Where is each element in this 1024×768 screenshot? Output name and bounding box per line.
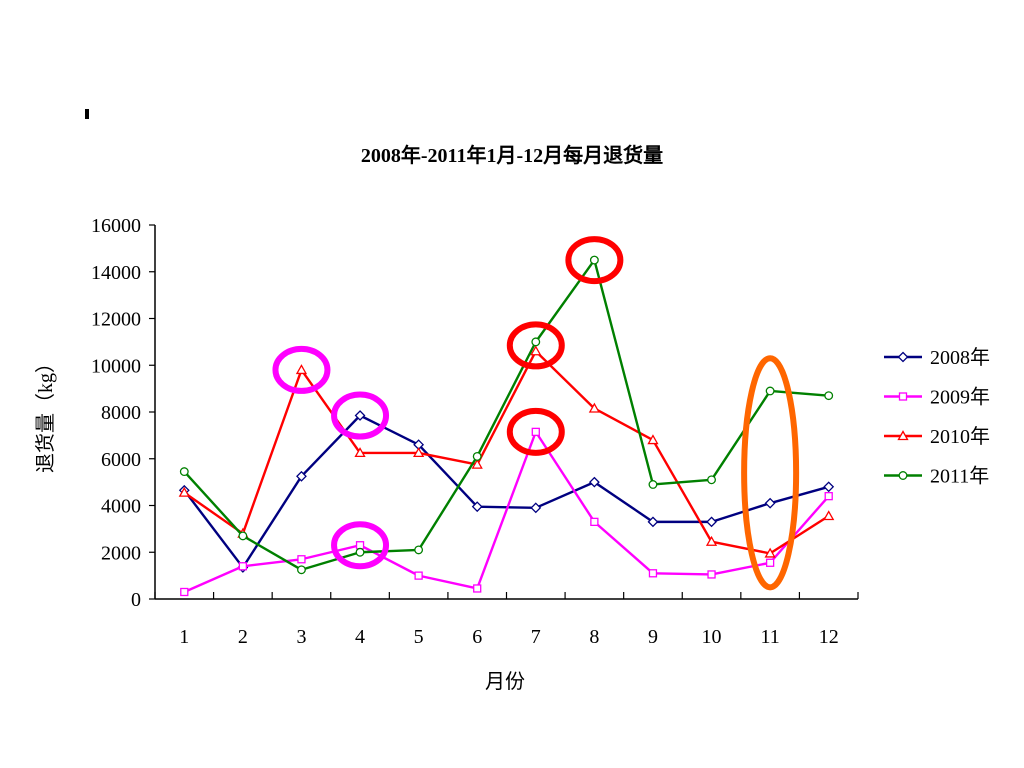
- data-point-2008: [354, 410, 366, 421]
- data-point-2010: [178, 486, 190, 497]
- data-point-2009: [355, 541, 365, 550]
- data-point-2010: [295, 364, 308, 375]
- data-point-2009: [590, 517, 599, 527]
- highlight-circle: [331, 521, 390, 570]
- data-point-2008: [588, 476, 600, 488]
- data-point-2009: [297, 555, 306, 564]
- data-point-2011: [707, 475, 716, 485]
- x-tick-label: 12: [819, 626, 839, 648]
- legend: 2008年 2009年 2010年 2011年: [884, 346, 990, 488]
- legend-marker: [897, 430, 909, 441]
- series-2011: [179, 255, 834, 575]
- legend-label: 2008年: [930, 346, 990, 369]
- x-tick-label: 1: [179, 626, 189, 648]
- data-point-2008: [530, 502, 542, 514]
- x-tick-label: 11: [760, 626, 779, 648]
- page-mark: [85, 109, 89, 119]
- x-tick-label: 8: [589, 626, 599, 648]
- highlight-circle: [506, 407, 565, 456]
- legend-item-2008: 2008年: [884, 346, 990, 369]
- y-tick-label: 10000: [91, 355, 141, 377]
- y-tick-label: 2000: [101, 542, 141, 564]
- legend-item-2010: 2010年: [884, 425, 990, 448]
- highlight-circle: [506, 321, 565, 370]
- legend-marker: [897, 351, 909, 363]
- data-point-2011: [531, 337, 541, 347]
- data-point-2011: [589, 255, 599, 265]
- legend-marker: [898, 392, 908, 401]
- x-tick-label: 6: [472, 626, 482, 648]
- series-2010: [178, 345, 835, 558]
- data-point-2008: [764, 497, 776, 509]
- data-point-2009: [473, 584, 482, 593]
- x-tick-label: 10: [702, 626, 722, 648]
- x-tick-label: 7: [531, 626, 541, 648]
- data-point-2011: [355, 547, 365, 557]
- data-point-2010: [354, 447, 366, 458]
- data-point-2011: [179, 467, 189, 477]
- data-point-2009: [824, 491, 833, 501]
- data-point-2010: [413, 447, 425, 458]
- y-tick-label: 6000: [101, 449, 141, 471]
- data-point-2009: [414, 571, 423, 580]
- data-point-2009: [180, 587, 189, 597]
- data-point-2009: [765, 558, 775, 567]
- data-point-2011: [765, 386, 775, 396]
- highlight-circle: [272, 345, 331, 394]
- data-point-2009: [531, 427, 540, 437]
- legend-label: 2011年: [930, 465, 989, 488]
- data-point-2008: [706, 516, 717, 528]
- x-axis-label: 月份: [485, 670, 525, 693]
- data-point-2009: [648, 569, 658, 578]
- data-point-2010: [823, 510, 835, 521]
- highlight-circle: [565, 236, 624, 285]
- y-tick-label: 8000: [101, 402, 141, 424]
- legend-marker: [898, 471, 908, 480]
- data-point-2008: [296, 470, 307, 482]
- y-tick-label: 16000: [91, 215, 141, 237]
- legend-item-2009: 2009年: [884, 386, 990, 409]
- data-point-2008: [471, 501, 483, 513]
- y-tick-label: 14000: [91, 262, 141, 284]
- data-point-2010: [764, 547, 776, 558]
- x-tick-label: 9: [648, 626, 658, 648]
- series-line-2011: [183, 258, 829, 571]
- data-point-2011: [414, 545, 424, 555]
- x-tick-label: 3: [296, 626, 306, 648]
- data-point-2010: [705, 535, 718, 546]
- data-point-2010: [588, 402, 600, 413]
- data-point-2009: [238, 562, 248, 571]
- x-tick-label: 5: [414, 626, 424, 648]
- highlight-circle: [331, 391, 390, 440]
- x-tick-label: 2: [238, 626, 248, 648]
- x-tick-label: 4: [355, 626, 365, 648]
- legend-label: 2010年: [930, 425, 990, 448]
- series-line-2009: [183, 430, 830, 594]
- y-tick-label: 12000: [91, 309, 141, 331]
- highlight-ellipse: [741, 355, 800, 591]
- series-2009: [180, 427, 833, 597]
- data-point-2010: [530, 345, 542, 356]
- legend-item-2011: 2011年: [884, 465, 989, 488]
- data-point-2011: [297, 565, 306, 575]
- data-point-2010: [647, 434, 659, 445]
- data-point-2011: [824, 391, 834, 401]
- chart-title: 2008年-2011年1月-12月每月退货量: [361, 143, 663, 167]
- y-tick-label: 4000: [101, 496, 141, 518]
- data-point-2011: [472, 451, 482, 461]
- data-point-2011: [238, 531, 248, 541]
- data-point-2011: [648, 480, 658, 489]
- y-axis-label: 退货量（kg）: [34, 353, 57, 473]
- legend-label: 2009年: [930, 386, 990, 409]
- series-line-2010: [183, 350, 830, 555]
- data-point-2008: [823, 481, 835, 493]
- data-point-2010: [471, 458, 483, 469]
- data-point-2009: [707, 570, 716, 579]
- data-point-2008: [647, 516, 659, 528]
- y-tick-label: 0: [131, 589, 141, 611]
